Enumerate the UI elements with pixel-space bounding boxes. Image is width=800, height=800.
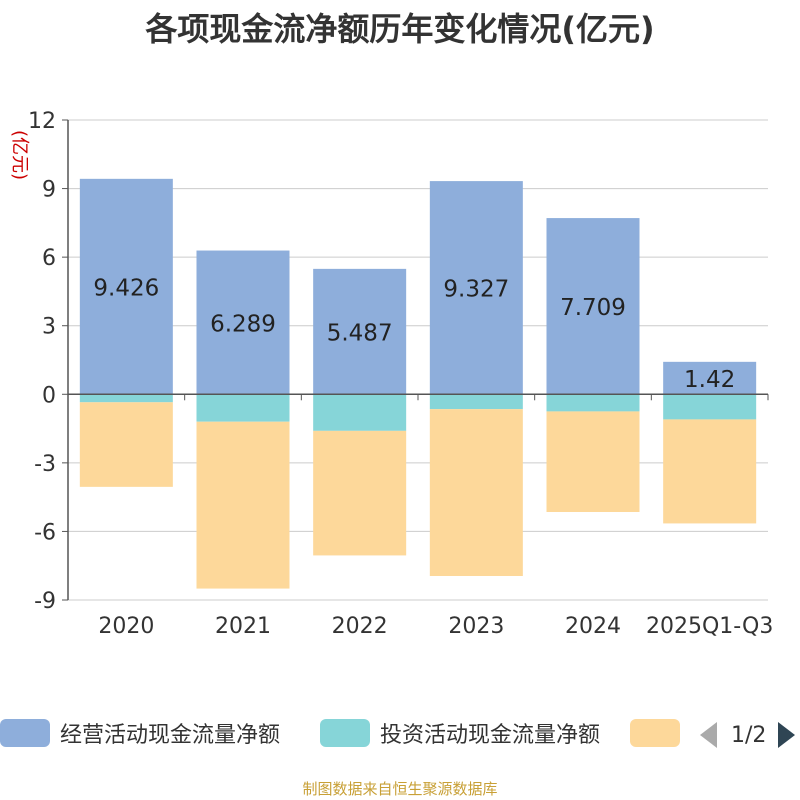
x-tick-label: 2021 [215, 614, 271, 639]
bar-financing [546, 411, 640, 512]
data-source-note: 制图数据来自恒生聚源数据库 [302, 780, 498, 798]
y-tick-label: 12 [28, 109, 56, 134]
bar-financing [429, 409, 523, 576]
bar-financing [663, 419, 757, 524]
bar-investing [196, 394, 290, 422]
x-tick-label: 2023 [448, 614, 504, 639]
y-tick-label: -9 [34, 589, 56, 614]
y-axis-label: (亿元) [9, 130, 30, 180]
bar-operating [546, 218, 640, 395]
bar-financing [196, 421, 290, 589]
legend-swatch-operating [0, 719, 50, 747]
bar-data-label: 7.709 [560, 295, 626, 321]
bar-financing [79, 402, 173, 487]
bar-data-label: 9.327 [443, 277, 509, 303]
legend-item-financing[interactable] [630, 718, 680, 748]
y-tick-label: 3 [42, 315, 56, 340]
bar-data-label: 9.426 [93, 276, 159, 302]
x-tick-label: 2025Q1-Q3 [646, 614, 773, 639]
bar-investing [546, 394, 640, 412]
bar-investing [663, 394, 757, 420]
bar-financing [313, 430, 407, 556]
y-tick-label: 6 [42, 246, 56, 271]
legend-pager: 1/2 [700, 720, 796, 750]
bar-data-label: 6.289 [210, 311, 276, 337]
bar-operating [313, 268, 407, 395]
legend-item-investing[interactable]: 投资活动现金流量净额 [320, 718, 600, 748]
y-tick-label: 0 [42, 383, 56, 408]
legend-swatch-financing [630, 719, 680, 747]
x-tick-label: 2020 [98, 614, 154, 639]
legend-label-investing: 投资活动现金流量净额 [380, 723, 601, 748]
y-tick-label: 9 [42, 178, 56, 203]
bar-data-label: 5.487 [327, 321, 393, 347]
x-tick-label: 2024 [565, 614, 621, 639]
bar-operating [663, 361, 757, 395]
legend: 经营活动现金流量净额 投资活动现金流量净额 1/2 [0, 712, 800, 756]
legend-item-operating[interactable]: 经营活动现金流量净额 [0, 718, 280, 748]
bar-operating [79, 178, 173, 395]
bar-operating [429, 181, 523, 395]
legend-prev-page-icon[interactable] [700, 722, 717, 748]
y-tick-label: -3 [34, 452, 56, 477]
bar-investing [429, 394, 523, 410]
bar-data-label: 1.42 [684, 367, 735, 393]
legend-next-page-icon[interactable] [778, 722, 796, 748]
bar-investing [79, 394, 173, 403]
legend-swatch-investing [320, 719, 370, 747]
bar-investing [313, 394, 407, 431]
legend-page-indicator: 1/2 [731, 722, 767, 748]
cash-flow-chart: 12 9 6 3 0 -3 -6 -9 (亿元) 9.426 6.289 5.487 9.327 7.70… [9, 109, 773, 639]
bar-operating [196, 250, 290, 395]
y-tick-label: -6 [34, 520, 56, 545]
legend-label-operating: 经营活动现金流量净额 [60, 723, 281, 748]
chart-title: 各项现金流净额历年变化情况(亿元) [145, 10, 655, 48]
x-tick-label: 2022 [332, 614, 388, 639]
